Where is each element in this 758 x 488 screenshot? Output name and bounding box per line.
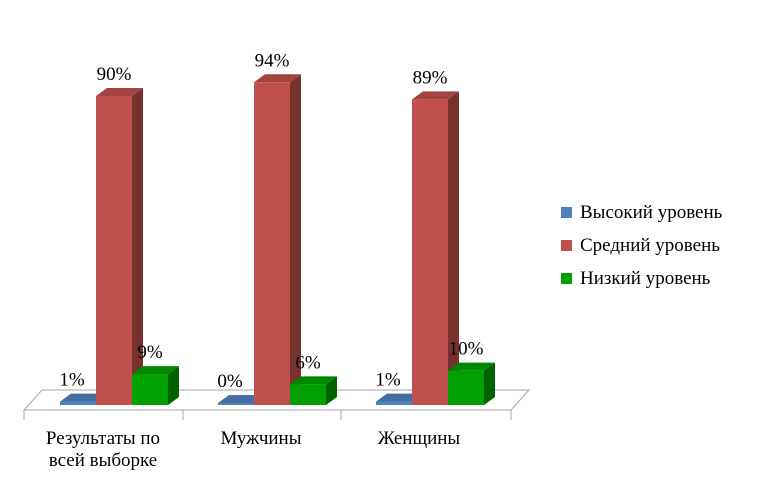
bar-front-face [254, 82, 290, 406]
legend-swatch [561, 207, 572, 218]
bar-top-face [218, 395, 265, 403]
bar-front-face [132, 374, 168, 405]
data-label-3-2: 6% [295, 352, 321, 373]
bar-2-2 [254, 74, 301, 406]
bar-top-face [132, 366, 179, 375]
bar-front-face [290, 384, 326, 405]
bar-front-face [60, 401, 96, 405]
data-label-1-2: 0% [217, 371, 243, 392]
bar-top-face [412, 91, 459, 100]
data-label-3-1: 9% [137, 342, 163, 363]
legend-label: Средний уровень [580, 235, 720, 256]
bar-top-face [376, 393, 423, 402]
bar-side-face [132, 88, 143, 405]
legend-swatch [561, 240, 572, 251]
bar-3-2 [290, 376, 337, 405]
bar-side-face [484, 362, 495, 405]
legend-item-3: Низкий уровень [561, 268, 711, 289]
bar-top-face [96, 88, 143, 96]
legend-item-2: Средний уровень [561, 235, 720, 256]
bar-3-3 [448, 362, 495, 405]
bar-side-face [290, 74, 301, 406]
data-label-3-3: 10% [449, 339, 484, 360]
legend-swatch [561, 273, 572, 284]
legend-label: Низкий уровень [580, 268, 711, 289]
bar-side-face [168, 366, 179, 405]
bar-3-1 [132, 366, 179, 405]
bar-top-face [290, 376, 337, 385]
data-label-1-1: 1% [59, 370, 85, 391]
bar-2-3 [412, 91, 459, 405]
data-label-2-2: 94% [255, 50, 290, 71]
bar-side-face [326, 376, 337, 405]
bar-top-face [254, 74, 301, 83]
chart-data-labels: 1% 90% 9% 0% 94% 6% 1% 89% 10% [59, 50, 483, 392]
category-label: Мужчины [221, 428, 302, 449]
bar-front-face [412, 99, 448, 405]
bar-front-face [96, 96, 132, 405]
bar-front-face [218, 403, 254, 405]
legend-label: Высокий уровень [580, 202, 723, 223]
data-label-2-3: 89% [413, 67, 448, 88]
category-label: Женщины [378, 428, 461, 449]
chart-category-labels: Результаты по всей выборке Мужчины Женщины [46, 428, 460, 471]
chart-legend: Высокий уровень Средний уровень Низкий уро… [561, 202, 723, 289]
bar-top-face [60, 393, 107, 402]
bar-top-face [448, 362, 495, 371]
bar-front-face [376, 401, 412, 405]
data-label-2-1: 90% [97, 64, 132, 85]
bar-side-face [448, 91, 459, 405]
category-label: Результаты по всей выборке [46, 428, 160, 471]
bar-front-face [448, 370, 484, 405]
chart-bars [60, 74, 495, 406]
legend-item-1: Высокий уровень [561, 202, 723, 223]
bar-2-1 [96, 88, 143, 405]
data-label-1-3: 1% [375, 370, 401, 391]
